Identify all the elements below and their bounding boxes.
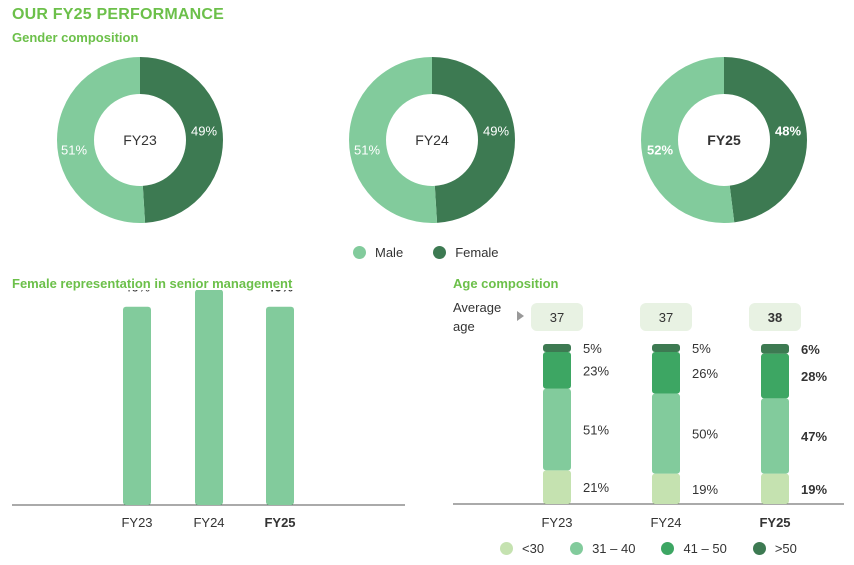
legend-31-40: 31 – 40 [570, 541, 635, 556]
age-segment-label: 23% [583, 363, 609, 378]
senior-bar-chart: 46%FY2350%FY2446%FY25 [12, 290, 405, 530]
donut-fy23: 51% 49% FY23 [57, 57, 223, 223]
donut-fy25-center-label: FY25 [707, 132, 741, 148]
legend-lt30-label: <30 [522, 541, 545, 556]
age31-40-swatch-icon [570, 542, 584, 555]
age-category-label: FY23 [541, 515, 572, 530]
legend-female-label: Female [455, 245, 499, 260]
donut-fy23-svg [57, 57, 223, 223]
page-title: OUR FY25 PERFORMANCE [12, 6, 225, 23]
gender-section-title: Gender composition [12, 30, 139, 45]
age-segment-label: 5% [583, 341, 602, 356]
senior-bar-fy25 [266, 306, 294, 505]
donut-fy25-female-label: 48% [774, 123, 802, 139]
donut-fy24-male-label: 51% [353, 142, 381, 158]
age-segment-label: 47% [801, 429, 827, 444]
donut-fy23-male-label: 51% [60, 142, 88, 158]
age-segment-fy25-0 [761, 473, 789, 504]
age-segment-fy24-3 [652, 344, 680, 352]
donut-fy23-female-label: 49% [190, 123, 218, 139]
senior-category-label: FY25 [264, 515, 295, 530]
age-segment-label: 50% [692, 427, 718, 442]
senior-bar-fy23 [123, 306, 151, 505]
age-segment-label: 19% [801, 482, 827, 497]
legend-gt50: >50 [752, 541, 797, 556]
donut-male-slice [641, 57, 807, 223]
legend-lt30: <30 [500, 541, 544, 556]
age-segment-fy24-2 [652, 352, 680, 394]
age-section-title: Age composition [453, 276, 559, 291]
age-category-label: FY24 [650, 515, 681, 530]
average-age-label: Average age [453, 300, 502, 334]
age-segment-label: 51% [583, 423, 609, 438]
age-segment-fy23-2 [543, 352, 571, 389]
age-legend: <30 31 – 40 41 – 50 >50 [500, 541, 797, 556]
age-segment-fy24-1 [652, 393, 680, 474]
donut-fy25-svg [641, 57, 807, 223]
age-segment-label: 19% [692, 482, 718, 497]
legend-female: Female [433, 245, 499, 260]
age-segment-fy25-3 [761, 344, 789, 354]
legend-41-50-label: 41 – 50 [683, 541, 727, 556]
lt30-swatch-icon [500, 542, 513, 555]
senior-value-label: 46% [267, 290, 293, 295]
age-segment-fy25-1 [761, 398, 789, 474]
average-age-fy23: 37 [531, 303, 583, 331]
average-age-fy24: 37 [640, 303, 692, 331]
donut-male-slice [57, 57, 223, 223]
age-segment-fy24-0 [652, 473, 680, 504]
age-segment-fy23-0 [543, 470, 571, 504]
legend-41-50: 41 – 50 [661, 541, 727, 556]
donut-fy25: 52% 48% FY25 [641, 57, 807, 223]
age-stacked-bar-chart: 21% 51% 23% 5% FY23 19% 50% 26% 5% FY24 19% 47% 28% 6… [453, 341, 844, 530]
legend-male: Male [353, 245, 403, 260]
gt50-swatch-icon [752, 542, 766, 555]
age-segment-label: 21% [583, 480, 609, 495]
donut-fy25-male-label: 52% [646, 142, 674, 158]
donut-fy24-svg [349, 57, 515, 223]
legend-gt50-label: >50 [774, 541, 797, 556]
donut-fy23-center-label: FY23 [123, 132, 157, 148]
age-segment-label: 26% [692, 366, 718, 381]
age41-50-swatch-icon [661, 542, 675, 555]
senior-category-label: FY23 [121, 515, 152, 530]
donut-fy24-female-label: 49% [482, 123, 510, 139]
average-age-fy25: 38 [749, 303, 801, 331]
senior-bar-fy24 [195, 290, 223, 505]
female-swatch-icon [433, 246, 447, 259]
gender-legend: Male Female [353, 245, 529, 260]
triangle-right-icon [517, 311, 524, 321]
age-segment-fy23-3 [543, 344, 571, 352]
age-segment-label: 5% [692, 341, 711, 356]
senior-value-label: 46% [124, 290, 150, 295]
age-segment-label: 6% [801, 342, 820, 357]
age-category-label: FY25 [759, 515, 790, 530]
legend-male-label: Male [375, 245, 404, 260]
age-segment-fy23-1 [543, 388, 571, 471]
senior-category-label: FY24 [193, 515, 224, 530]
age-segment-label: 28% [801, 369, 827, 384]
donut-fy24: 51% 49% FY24 [349, 57, 515, 223]
legend-31-40-label: 31 – 40 [592, 541, 636, 556]
donut-male-slice [349, 57, 515, 223]
donut-fy24-center-label: FY24 [415, 132, 449, 148]
senior-section-title: Female representation in senior manageme… [12, 276, 293, 291]
male-swatch-icon [353, 246, 366, 259]
age-segment-fy25-2 [761, 353, 789, 399]
